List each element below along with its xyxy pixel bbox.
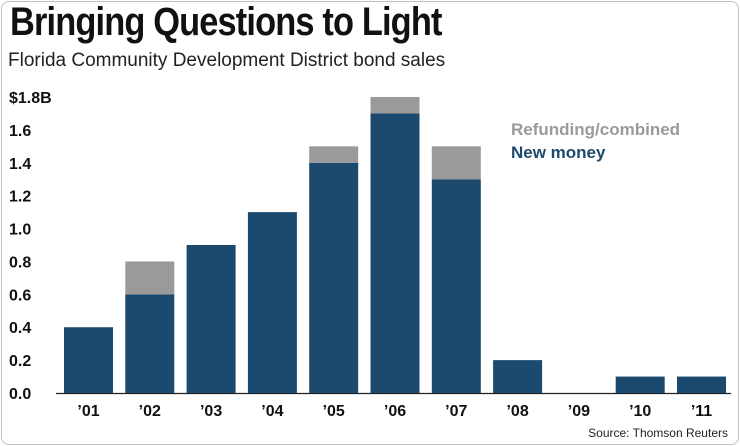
x-tick-label: ’10 [629, 403, 651, 420]
bar-new-money [247, 212, 297, 393]
legend-new-money: New money [511, 143, 606, 162]
x-tick-label: ’01 [77, 403, 99, 420]
source-note: Source: Thomson Reuters [588, 426, 728, 440]
bar-new-money [615, 376, 665, 393]
bar-new-money [186, 245, 236, 393]
x-tick-label: ’04 [261, 403, 283, 420]
x-tick-label: ’09 [568, 403, 590, 420]
legend-refunding: Refunding/combined [511, 120, 680, 139]
y-tick-label: 1.4 [9, 156, 31, 173]
x-tick-label: ’07 [445, 403, 467, 420]
bar-refunding [370, 97, 420, 114]
chart-title: Bringing Questions to Light [10, 0, 442, 44]
bar-refunding [431, 146, 481, 180]
y-tick-label: 1.6 [9, 123, 31, 140]
y-tick-label: 0.8 [9, 254, 31, 271]
bar-new-money [64, 327, 113, 393]
bar-new-money [370, 113, 420, 393]
x-tick-label: ’03 [200, 403, 222, 420]
y-tick-label: 0.4 [9, 320, 31, 337]
bar-new-money [677, 376, 726, 393]
x-tick-label: ’06 [384, 403, 406, 420]
x-tick-label: ’05 [323, 403, 345, 420]
chart-subtitle: Florida Community Development District b… [8, 50, 446, 71]
y-tick-label: 0.6 [9, 287, 31, 304]
bar-refunding [125, 261, 175, 295]
y-tick-label: 1.0 [9, 222, 31, 239]
bar-refunding [309, 146, 359, 163]
bar-new-money [493, 360, 543, 393]
y-tick-label: 1.2 [9, 189, 31, 206]
y-tick-label: 0.0 [9, 386, 31, 403]
bar-new-money [125, 294, 175, 393]
y-tick-label: $1.8B [9, 90, 52, 107]
x-tick-label: ’11 [691, 403, 712, 420]
x-tick-label: ’08 [506, 403, 528, 420]
x-tick-label: ’02 [139, 403, 161, 420]
bar-new-money [309, 162, 359, 393]
bar-new-money [431, 179, 481, 393]
y-tick-label: 0.2 [9, 353, 31, 370]
